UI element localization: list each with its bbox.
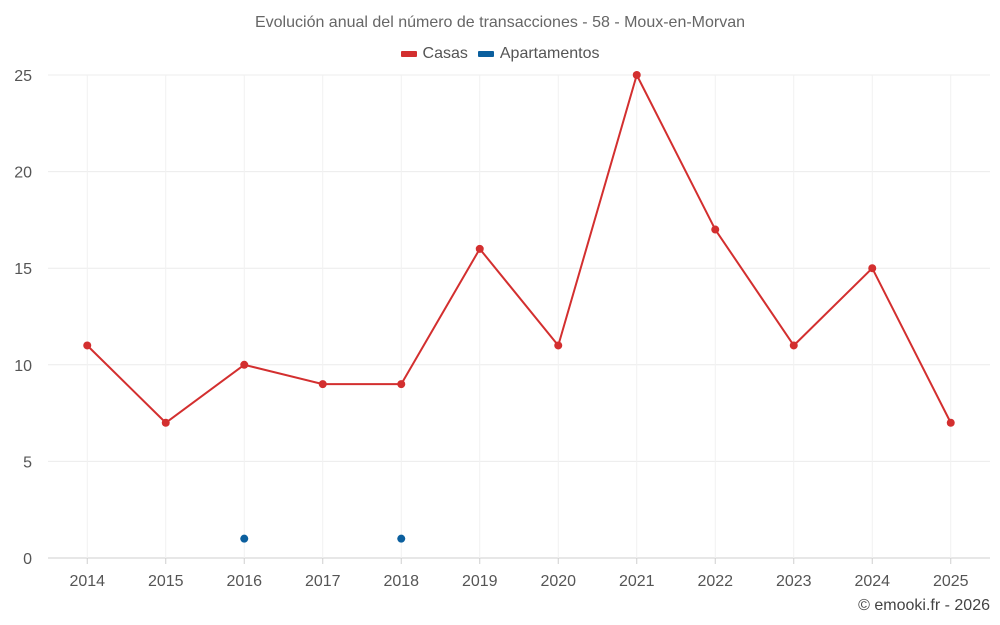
data-point-casas: [554, 341, 563, 350]
y-tick-label: 0: [23, 551, 32, 568]
y-tick-label: 20: [14, 165, 32, 182]
legend-swatch-apartamentos: [477, 51, 494, 57]
series-line-casas: [86, 74, 952, 424]
data-point-apartamentos: [397, 534, 406, 543]
x-tick-label: 2020: [540, 573, 576, 590]
legend-swatch-casas: [400, 51, 417, 57]
data-point-casas: [632, 71, 641, 79]
legend-label-casas: Casas: [422, 45, 468, 62]
x-tick-label: 2025: [933, 573, 969, 590]
data-point-casas: [83, 341, 92, 350]
data-point-casas: [475, 244, 484, 253]
data-point-casas: [318, 380, 327, 389]
x-tick-label: 2022: [697, 573, 733, 590]
legend-item-casas[interactable]: Casas: [400, 45, 468, 63]
y-tick-label: 5: [23, 454, 32, 471]
chart-legend: Casas Apartamentos: [0, 45, 1000, 63]
data-point-casas: [868, 264, 877, 273]
y-tick-label: 10: [14, 358, 32, 375]
data-point-casas: [946, 418, 955, 427]
x-tick-label: 2017: [305, 573, 341, 590]
data-point-casas: [711, 225, 720, 234]
y-tick-label: 15: [14, 261, 32, 278]
x-tick-label: 2024: [854, 573, 890, 590]
x-tick-label: 2018: [383, 573, 419, 590]
x-tick-label: 2016: [226, 573, 262, 590]
legend-label-apartamentos: Apartamentos: [499, 45, 600, 62]
x-tick-label: 2014: [69, 573, 105, 590]
data-point-casas: [240, 360, 249, 369]
data-point-casas: [161, 418, 170, 427]
x-tick-label: 2019: [462, 573, 498, 590]
chart-title: Evolución anual del número de transaccio…: [254, 14, 746, 31]
legend-item-apartamentos[interactable]: Apartamentos: [477, 45, 600, 63]
y-tick-label: 25: [14, 68, 32, 85]
data-point-casas: [397, 380, 406, 389]
x-tick-label: 2023: [776, 573, 812, 590]
data-point-casas: [789, 341, 798, 350]
x-tick-label: 2015: [148, 573, 184, 590]
footer-credit: © emooki.fr - 2026: [858, 597, 990, 614]
data-point-apartamentos: [240, 534, 249, 543]
x-tick-label: 2021: [619, 573, 655, 590]
